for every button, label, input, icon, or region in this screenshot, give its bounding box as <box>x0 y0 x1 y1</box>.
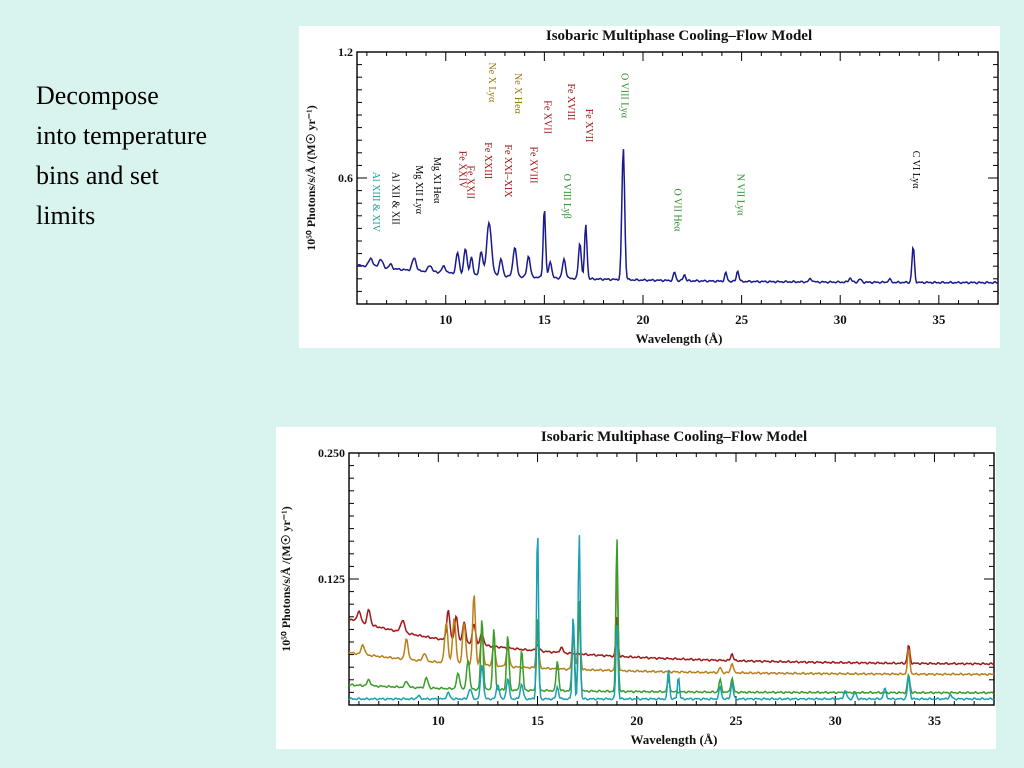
caption-line: bins and set <box>36 161 159 190</box>
spectrum-chart-top: Isobaric Multiphase Cooling–Flow Model W… <box>299 26 1000 348</box>
x-tick-label: 15 <box>531 713 545 728</box>
line-annotation: Al XII & XII <box>390 172 401 225</box>
plot-frame <box>356 51 999 305</box>
line-annotation: O VIII Lyβ <box>561 174 572 219</box>
y-tick-label: 0.250 <box>318 446 345 460</box>
x-tick-label: 10 <box>439 312 452 327</box>
caption-line: Decompose <box>36 81 159 110</box>
spectrum-series-line <box>356 149 999 285</box>
x-axis-label: Wavelength (Å) <box>630 732 717 747</box>
line-annotation: Mg XII Lyα <box>413 165 424 214</box>
line-annotation: Fe XXIV <box>457 151 468 189</box>
plot-frame <box>348 452 995 706</box>
line-annotation: Ne X Heα <box>512 73 523 115</box>
y-axis-label: 10⁵⁰ Photons/s/Å /(M☉ yr⁻¹) <box>304 105 318 250</box>
y-axis-label: 10⁵⁰ Photons/s/Å /(M☉ yr⁻¹) <box>279 506 293 651</box>
line-annotation: Ne X Lyα <box>486 63 497 103</box>
spectrum-series-line <box>348 535 995 701</box>
x-tick-label: 30 <box>829 713 842 728</box>
x-tick-label: 35 <box>932 312 946 327</box>
x-tick-label: 20 <box>636 312 649 327</box>
line-annotation: Mg XI Heα <box>431 157 442 204</box>
line-annotation: Fe XXIII <box>482 142 493 179</box>
line-annotation: Fe XVIII <box>528 147 539 184</box>
line-annotation: O VIII Lyα <box>618 73 629 119</box>
line-annotation: Fe XVIII <box>565 84 576 121</box>
x-tick-label: 25 <box>735 312 749 327</box>
spectrum-chart-bottom: Isobaric Multiphase Cooling–Flow Model W… <box>276 427 996 749</box>
x-axis-label: Wavelength (Å) <box>635 331 722 346</box>
line-annotation: Fe XVII <box>541 100 552 134</box>
spectrum-chart-bottom-svg: Isobaric Multiphase Cooling–Flow Model W… <box>279 429 995 747</box>
line-annotation: C VI Lyα <box>910 151 921 190</box>
chart-title: Isobaric Multiphase Cooling–Flow Model <box>546 28 812 44</box>
line-annotation: O VII Heα <box>672 189 683 233</box>
spectrum-series-line <box>348 571 995 677</box>
spectrum-series-line <box>348 539 995 695</box>
chart-title: Isobaric Multiphase Cooling–Flow Model <box>541 429 807 445</box>
line-annotation: Al XIII & XIV <box>370 172 381 233</box>
caption-line: into temperature <box>36 121 208 150</box>
x-tick-label: 25 <box>730 713 744 728</box>
x-tick-label: 20 <box>630 713 643 728</box>
spectrum-chart-top-svg: Isobaric Multiphase Cooling–Flow Model W… <box>304 28 999 346</box>
slide-caption: Decompose into temperature bins and set … <box>36 76 276 236</box>
spectrum-series-line <box>348 608 995 666</box>
x-tick-label: 30 <box>834 312 847 327</box>
line-annotation: Fe XXII <box>464 165 475 199</box>
x-tick-label: 10 <box>432 713 445 728</box>
line-annotation: Fe XXI–XIX <box>502 144 513 198</box>
y-tick-label: 0.6 <box>338 171 353 185</box>
x-tick-label: 35 <box>928 713 942 728</box>
y-tick-label: 0.125 <box>318 572 345 586</box>
x-tick-label: 15 <box>538 312 552 327</box>
line-annotation: N VII Lyα <box>735 174 746 216</box>
y-tick-label: 1.2 <box>338 45 353 59</box>
line-annotation: Fe XVII <box>583 109 594 143</box>
caption-line: limits <box>36 201 96 230</box>
